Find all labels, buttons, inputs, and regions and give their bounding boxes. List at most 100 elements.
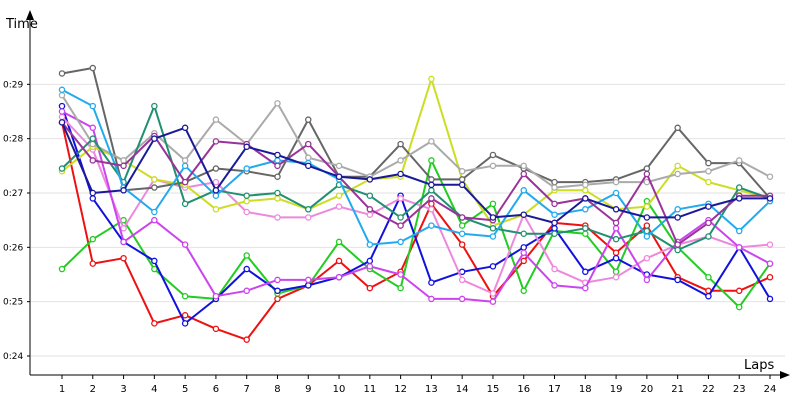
data-point (520, 244, 527, 251)
data-point (520, 162, 527, 170)
data-point (151, 265, 158, 273)
data-point (735, 195, 743, 202)
data-point (397, 214, 404, 221)
data-point (151, 135, 158, 142)
y-axis-title: Time (5, 17, 38, 32)
data-point (397, 140, 404, 148)
x-tick-label: 17 (548, 384, 561, 395)
data-point (674, 162, 681, 170)
data-point (643, 165, 651, 172)
data-point (674, 170, 681, 178)
data-point (120, 162, 127, 170)
data-point (120, 225, 127, 232)
data-point (612, 189, 620, 197)
data-point (643, 276, 651, 284)
data-point (428, 222, 435, 229)
data-point (643, 203, 651, 210)
data-point (458, 230, 466, 237)
data-point (58, 108, 66, 115)
data-point (181, 200, 189, 208)
data-point (58, 119, 66, 126)
y-ticks: 0:24 0:25 0:26 0:27 0:28 0:29 (3, 80, 30, 362)
data-point (366, 257, 374, 265)
data-point (212, 187, 220, 194)
x-tick-label: 7 (244, 384, 250, 395)
x-tick-label: 18 (579, 384, 592, 395)
data-point (520, 211, 527, 218)
data-point (582, 268, 589, 276)
data-point (181, 320, 189, 327)
data-point (458, 181, 466, 189)
data-point (181, 311, 189, 319)
data-point (458, 214, 466, 221)
x-tick-label: 12 (394, 384, 407, 395)
x-tick-label: 20 (641, 384, 654, 395)
data-point (58, 91, 66, 99)
data-point (643, 233, 651, 240)
data-point (243, 197, 250, 205)
data-point (766, 273, 774, 281)
data-point (489, 233, 497, 240)
data-point (674, 124, 681, 132)
data-point (489, 263, 497, 270)
x-tick-label: 6 (213, 384, 219, 395)
data-point (735, 303, 743, 311)
data-point (335, 192, 343, 199)
data-point (520, 230, 527, 237)
data-point (551, 265, 558, 273)
x-tick-label: 24 (764, 384, 777, 395)
data-point (428, 157, 435, 164)
data-point (612, 206, 620, 213)
x-ticks: 1 2 3 4 5 6 7 8 9 10 11 12 13 14 15 16 17 18 19 20 21 22 23 24 (59, 375, 777, 395)
data-point (582, 225, 589, 232)
x-axis-title: Laps (744, 358, 774, 373)
series-line (61, 105, 771, 251)
data-point (366, 241, 374, 248)
data-point (582, 230, 589, 237)
data-point (735, 227, 743, 235)
data-point (582, 206, 589, 213)
data-point (335, 173, 343, 180)
series-line (61, 94, 771, 189)
data-point (735, 184, 743, 191)
x-tick-label: 5 (182, 384, 188, 395)
data-point (643, 254, 651, 262)
x-tick-label: 13 (425, 384, 438, 395)
data-point (274, 214, 281, 221)
data-point (735, 287, 743, 295)
data-point (89, 189, 97, 197)
data-point (766, 173, 774, 180)
data-point (766, 260, 774, 267)
data-point (58, 70, 66, 77)
data-point (212, 116, 220, 123)
data-point (58, 102, 66, 110)
y-tick-label: 0:25 (3, 298, 23, 308)
data-point (274, 173, 281, 180)
data-point (489, 225, 497, 232)
data-point (89, 195, 97, 202)
data-point (274, 189, 281, 197)
data-point (212, 165, 220, 172)
data-point (366, 192, 374, 199)
data-point (705, 292, 712, 300)
data-point (151, 102, 158, 110)
data-point (612, 225, 620, 232)
y-tick-label: 0:26 (3, 243, 23, 253)
series-line (61, 105, 771, 325)
data-point (58, 113, 66, 121)
data-point (582, 187, 589, 194)
x-tick-label: 16 (517, 384, 530, 395)
data-point (520, 170, 527, 178)
series-layer (58, 64, 774, 343)
data-point (612, 249, 620, 257)
y-axis-arrow (26, 10, 34, 20)
data-point (274, 287, 281, 295)
data-point (674, 214, 681, 221)
data-point (551, 282, 558, 289)
data-point (766, 295, 774, 303)
data-point (305, 116, 312, 123)
data-point (612, 235, 620, 243)
y-tick-label: 0:27 (3, 189, 23, 199)
data-point (151, 320, 158, 327)
data-point (274, 100, 281, 107)
